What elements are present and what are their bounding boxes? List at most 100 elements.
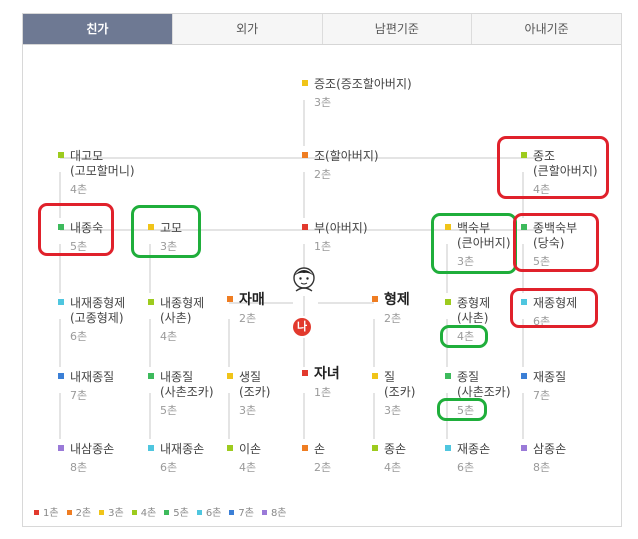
node-label: 내재종질 (70, 370, 115, 384)
chon-color-marker (521, 299, 527, 305)
node-label: 생질 (239, 370, 262, 384)
node-label: 재종손 (457, 442, 491, 456)
legend-item: 7촌 (229, 504, 254, 519)
node-sublabel: (당숙) (533, 236, 565, 250)
legend-item: 4촌 (131, 504, 156, 519)
chon-color-marker (521, 152, 527, 158)
legend-item: 8촌 (261, 504, 287, 519)
node-label: 재종질 (533, 370, 567, 384)
legend-swatch (229, 510, 235, 515)
tab-bar: 친가 외가 남편기준 아내기준 (23, 14, 621, 45)
node-label: 자매 (239, 292, 265, 308)
chon-color-marker (148, 445, 154, 451)
legend-item: 6촌 (196, 504, 222, 519)
highlight-jongjo (497, 136, 609, 199)
node-jil: 질 (조카) 3촌 (372, 370, 415, 418)
chon-color-marker (521, 445, 527, 451)
node-chon: 6촌 (70, 330, 88, 343)
node-chon: 2촌 (314, 461, 332, 474)
node-label: 종질 (457, 370, 480, 384)
node-jo: 조(할아버지) 2촌 (302, 149, 379, 182)
chon-color-marker (445, 373, 451, 379)
node-chon: 1촌 (314, 386, 332, 399)
legend-label: 2촌 (75, 508, 92, 519)
node-label: 내종숙 (70, 221, 104, 235)
node-chon: 6촌 (457, 461, 475, 474)
node-chon: 3촌 (239, 404, 257, 417)
node-dae-gomo: 대고모 (고모할머니) 4촌 (58, 149, 135, 197)
chon-color-marker (372, 296, 378, 302)
node-label: 내종형제 (160, 296, 205, 310)
node-sublabel: (큰아버지) (457, 236, 511, 250)
legend-label: 3촌 (108, 508, 124, 519)
tab-wife-side[interactable]: 아내기준 (472, 14, 621, 44)
node-label: 질 (384, 370, 396, 384)
node-janyeo: 자녀 1촌 (302, 367, 340, 400)
legend-item: 5촌 (164, 504, 189, 519)
node-chon: 3촌 (457, 255, 475, 268)
node-sublabel: (사촌) (160, 311, 192, 325)
chon-color-marker (148, 299, 154, 305)
tab-husband-side[interactable]: 남편기준 (322, 14, 473, 44)
node-chon: 2촌 (314, 168, 332, 181)
node-jamae: 자매 2촌 (227, 293, 265, 326)
node-ison: 이손 4촌 (227, 442, 261, 475)
node-sublabel: (조카) (239, 385, 271, 399)
node-label: 증조(증조할아버지) (314, 77, 412, 91)
legend-label: 6촌 (205, 508, 222, 519)
legend-label: 1촌 (43, 508, 59, 519)
highlight-jongbaeksukbu (513, 213, 599, 272)
chon-color-marker (445, 445, 451, 451)
node-chon: 4촌 (384, 461, 402, 474)
chon-color-marker (445, 224, 451, 230)
node-saengjil: 생질 (조카) 3촌 (227, 370, 270, 418)
highlight-jonghyeongje-chon (440, 325, 488, 348)
node-label: 내종질 (160, 370, 194, 384)
node-sublabel: (사촌) (457, 311, 489, 325)
node-jaejonghyeongje: 재종형제 6촌 (521, 296, 577, 329)
chon-color-marker (227, 373, 233, 379)
node-chon: 3촌 (160, 240, 178, 253)
chon-color-marker (445, 299, 451, 305)
tab-maternal[interactable]: 외가 (172, 14, 323, 44)
node-label: 대고모 (70, 149, 104, 163)
node-son: 손 2촌 (302, 442, 331, 475)
legend-swatch (261, 510, 267, 515)
node-sublabel: (고모할머니) (70, 164, 135, 178)
legend-label: 7촌 (238, 508, 254, 519)
chon-color-marker (58, 152, 64, 158)
node-chon: 4촌 (457, 330, 475, 343)
node-label: 내재종형제 (70, 296, 126, 310)
tab-paternal[interactable]: 친가 (23, 14, 173, 44)
node-label: 손 (314, 442, 326, 456)
node-chon: 5촌 (457, 404, 475, 417)
node-jongjo: 종조 (큰할아버지) 4촌 (521, 149, 598, 197)
node-chon: 2촌 (384, 312, 402, 325)
node-label: 자녀 (314, 366, 340, 382)
legend-swatch (34, 510, 39, 515)
legend-item: 3촌 (99, 504, 124, 519)
me-avatar-icon (293, 267, 315, 292)
node-chon: 5촌 (533, 255, 551, 268)
node-sublabel: (사촌조카) (160, 385, 214, 399)
chon-color-marker (302, 370, 308, 376)
node-chon: 7촌 (70, 389, 88, 402)
node-naejaejongjil: 내재종질 7촌 (58, 370, 114, 403)
legend-swatch (99, 510, 105, 515)
node-label: 부(아버지) (314, 221, 368, 235)
chon-color-marker (302, 80, 308, 86)
node-chon: 1촌 (314, 240, 332, 253)
node-naejonghyeongje: 내종형제 (사촌) 4촌 (148, 296, 204, 344)
chon-color-marker (58, 445, 64, 451)
legend-swatch (131, 510, 137, 515)
node-label: 종백숙부 (533, 221, 578, 235)
legend-item: 1촌 (34, 504, 59, 519)
node-label: 내재종손 (160, 442, 205, 456)
chon-color-marker (521, 373, 527, 379)
node-label: 삼종손 (533, 442, 567, 456)
node-jaejongson: 재종손 6촌 (445, 442, 490, 475)
chon-color-marker (302, 152, 308, 158)
node-gomo: 고모 3촌 (148, 221, 182, 254)
chon-color-marker (58, 299, 64, 305)
node-label: 종손 (384, 442, 407, 456)
